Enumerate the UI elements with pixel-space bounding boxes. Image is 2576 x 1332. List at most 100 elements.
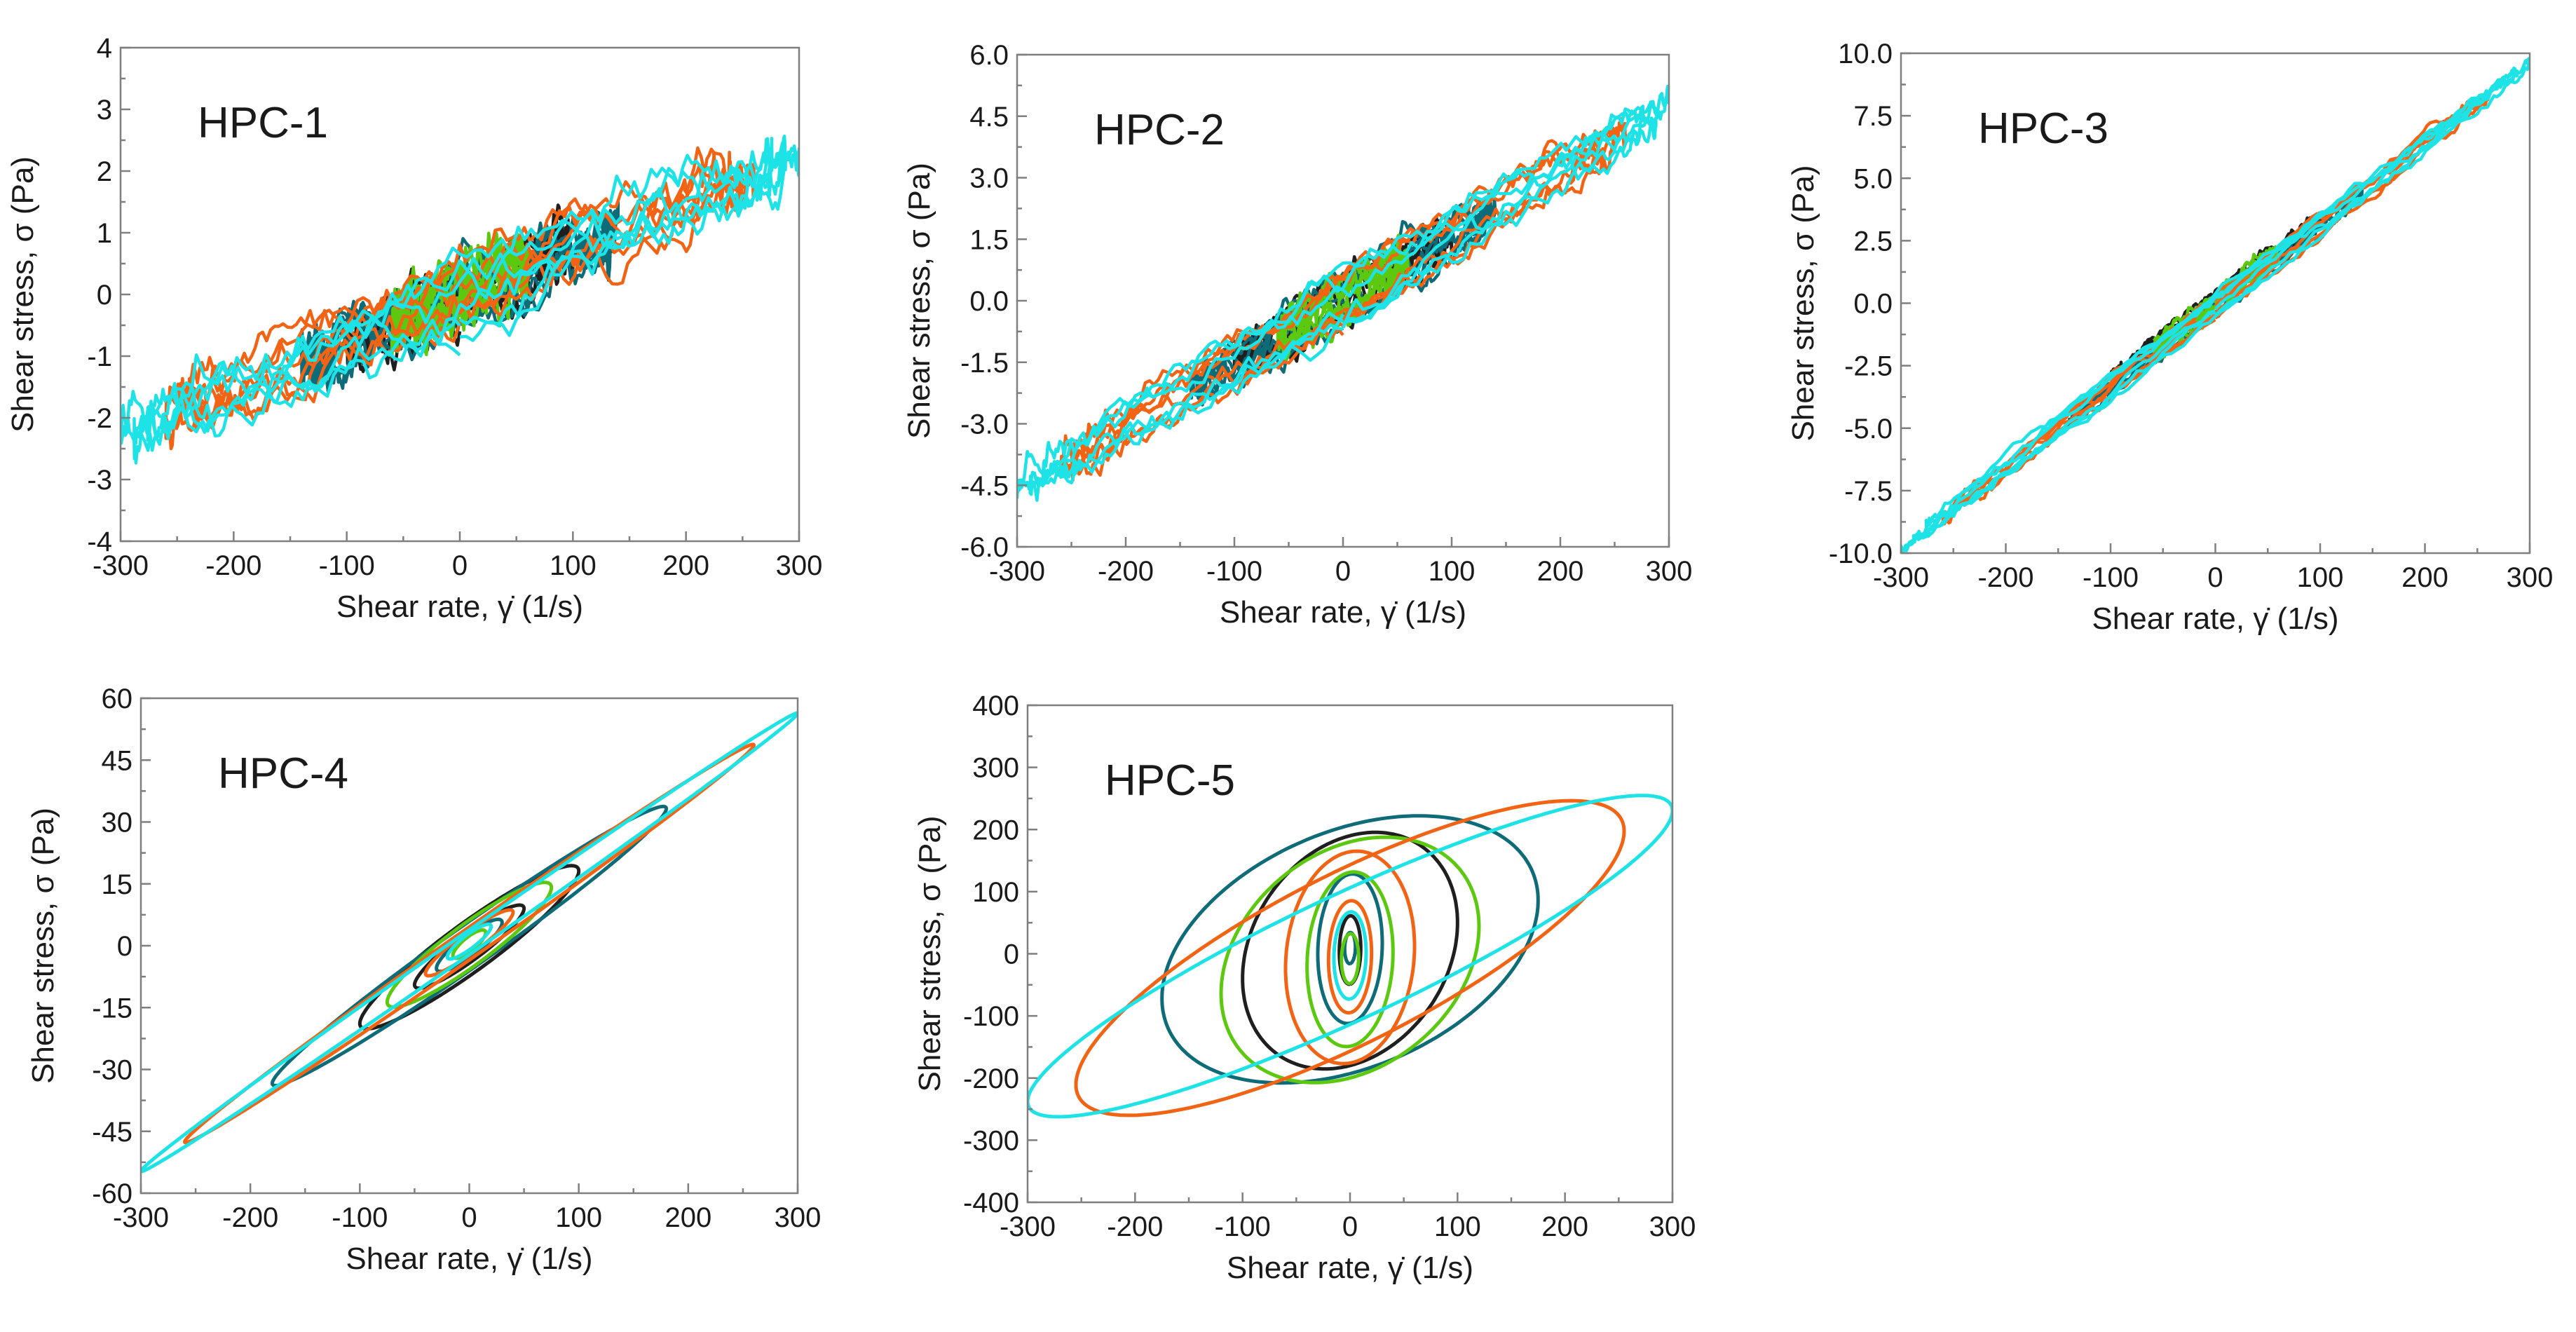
y-tick-label: 2.5 [1853, 226, 1893, 257]
y-axis-title: Shear stress, σ (Pa) [913, 816, 947, 1092]
y-tick-label: -5.0 [1844, 414, 1893, 444]
y-tick-label: -300 [963, 1125, 1019, 1156]
x-tick-label: -100 [2083, 562, 2139, 593]
x-tick-label: 300 [776, 550, 823, 581]
x-tick-label: -200 [205, 550, 261, 581]
chart-panel-2: -300 -200 -100 0 100 200 300 -6.0 -4.5 -3.0 -1.5 0.… [902, 40, 1692, 630]
y-tick-label: 1 [97, 218, 112, 249]
series-loop-green [385, 881, 554, 1010]
series-loop-orange [1326, 899, 1374, 1015]
plot-area [1017, 84, 1669, 502]
series-loop-cyan [132, 135, 787, 465]
x-axis-title: Shear rate, γ̇ (1/s) [1227, 1251, 1473, 1285]
x-axis-title: Shear rate, γ̇ (1/s) [2092, 602, 2338, 636]
y-tick-label: -10.0 [1829, 538, 1893, 569]
y-tick-label: 30 [102, 808, 133, 838]
series-loop-cyan [146, 137, 774, 442]
y-tick-label: -400 [963, 1188, 1019, 1218]
chart-panel-1: -300 -200 -100 0 100 200 300 -4 -3 -2 -1 0 1 2 3 4 Shear… [6, 33, 822, 624]
x-tick-label: 300 [1649, 1211, 1696, 1242]
x-tick-label: 0 [1342, 1211, 1358, 1242]
x-axis-title: Shear rate, γ̇ (1/s) [1220, 595, 1466, 630]
series-loop-orange [1074, 798, 1626, 1117]
series-loop-cyan [1028, 794, 1672, 1119]
y-tick-label: -2.5 [1844, 351, 1893, 382]
x-tick-label: 0 [1335, 556, 1351, 587]
x-tick-label: 0 [2207, 562, 2223, 593]
x-tick-label: -300 [93, 550, 149, 581]
x-tick-label: 300 [775, 1202, 822, 1233]
panel-label: HPC-4 [218, 749, 348, 798]
y-tick-label: -1.5 [960, 348, 1009, 379]
x-tick-label: 0 [452, 550, 468, 581]
y-tick-label: 3.0 [969, 163, 1009, 194]
series-loop-cyan [445, 922, 493, 961]
y-tick-label: -1 [87, 341, 112, 372]
series-loop-black [1241, 830, 1459, 1071]
y-tick-label: -2 [87, 403, 112, 434]
x-tick-label: -200 [1977, 562, 2033, 593]
y-tick-label: 0.0 [969, 286, 1009, 317]
plot-area [1901, 57, 2530, 553]
y-tick-label: 300 [972, 753, 1019, 784]
x-tick-label: -300 [1000, 1211, 1056, 1242]
series-loop-cyan [1924, 75, 2507, 528]
y-tick-label: -3.0 [960, 409, 1009, 440]
y-tick-label: -3 [87, 465, 112, 496]
plot-area [121, 135, 799, 465]
y-tick-label: 200 [972, 815, 1019, 845]
x-tick-label: 100 [1434, 1211, 1481, 1242]
panel-label: HPC-1 [198, 99, 328, 147]
series-loop-cyan [1332, 910, 1368, 1001]
x-tick-label: -300 [113, 1202, 169, 1233]
series-loop-green [1340, 932, 1361, 986]
series-loop-dark-teal [270, 804, 669, 1087]
series-loop-cyan [1017, 84, 1669, 499]
y-tick-label: 6.0 [969, 40, 1009, 71]
y-tick-label: 400 [972, 691, 1019, 721]
y-tick-label: -100 [963, 1001, 1019, 1032]
y-tick-label: 3 [97, 95, 112, 125]
y-tick-label: 1.5 [969, 224, 1009, 255]
y-tick-label: 0 [97, 280, 112, 311]
y-tick-label: 0 [1004, 939, 1019, 970]
plot-area [1028, 794, 1672, 1119]
x-tick-label: -100 [1215, 1211, 1271, 1242]
y-tick-label: -6.0 [960, 532, 1009, 563]
x-tick-label: 100 [555, 1202, 602, 1233]
y-tick-label: -4.5 [960, 470, 1009, 501]
x-tick-label: 200 [662, 550, 709, 581]
chart-panel-3: -300 -200 -100 0 100 200 300 -10.0 -7.5 -5.0 -2.5 0… [1786, 39, 2553, 636]
panel-label: HPC-5 [1105, 756, 1235, 805]
x-tick-label: -100 [332, 1202, 388, 1233]
x-tick-label: -300 [1873, 562, 1929, 593]
plot-area [141, 711, 798, 1174]
x-tick-label: 300 [1646, 556, 1693, 587]
y-tick-label: -30 [92, 1055, 132, 1086]
y-axis-title: Shear stress, σ (Pa) [6, 156, 40, 433]
y-axis-title: Shear stress, σ (Pa) [902, 163, 936, 439]
y-tick-label: 15 [102, 869, 133, 900]
x-tick-label: 100 [1429, 556, 1476, 587]
series-loop-orange [183, 742, 756, 1145]
y-axis-title: Shear stress, σ (Pa) [1786, 165, 1820, 442]
series-loop-dark-teal [1316, 872, 1384, 1026]
series-loop-green [1305, 870, 1395, 1049]
y-tick-label: 10.0 [1838, 39, 1893, 69]
y-tick-label: 5.0 [1853, 163, 1893, 194]
x-tick-label: 100 [2297, 562, 2344, 593]
x-axis-title: Shear rate, γ̇ (1/s) [336, 590, 583, 624]
y-axis-title: Shear stress, σ (Pa) [26, 808, 60, 1084]
x-tick-label: -100 [1206, 556, 1262, 587]
x-tick-label: 200 [665, 1202, 711, 1233]
y-tick-label: -7.5 [1844, 476, 1893, 507]
chart-panel-5: -300 -200 -100 0 100 200 300-400-300-200-10001… [913, 691, 1696, 1285]
chart-panel-4: -300 -200 -100 0 100 200 300 -60 -45 -30 -15 0 15 30 4… [26, 684, 821, 1276]
y-tick-label: 60 [102, 684, 133, 714]
y-tick-label: 2 [97, 156, 112, 187]
x-tick-label: 200 [1537, 556, 1584, 587]
y-tick-label: -15 [92, 993, 132, 1024]
x-tick-label: 300 [2507, 562, 2554, 593]
y-tick-label: 0 [117, 931, 132, 962]
series-loop-orange [1283, 849, 1417, 1066]
